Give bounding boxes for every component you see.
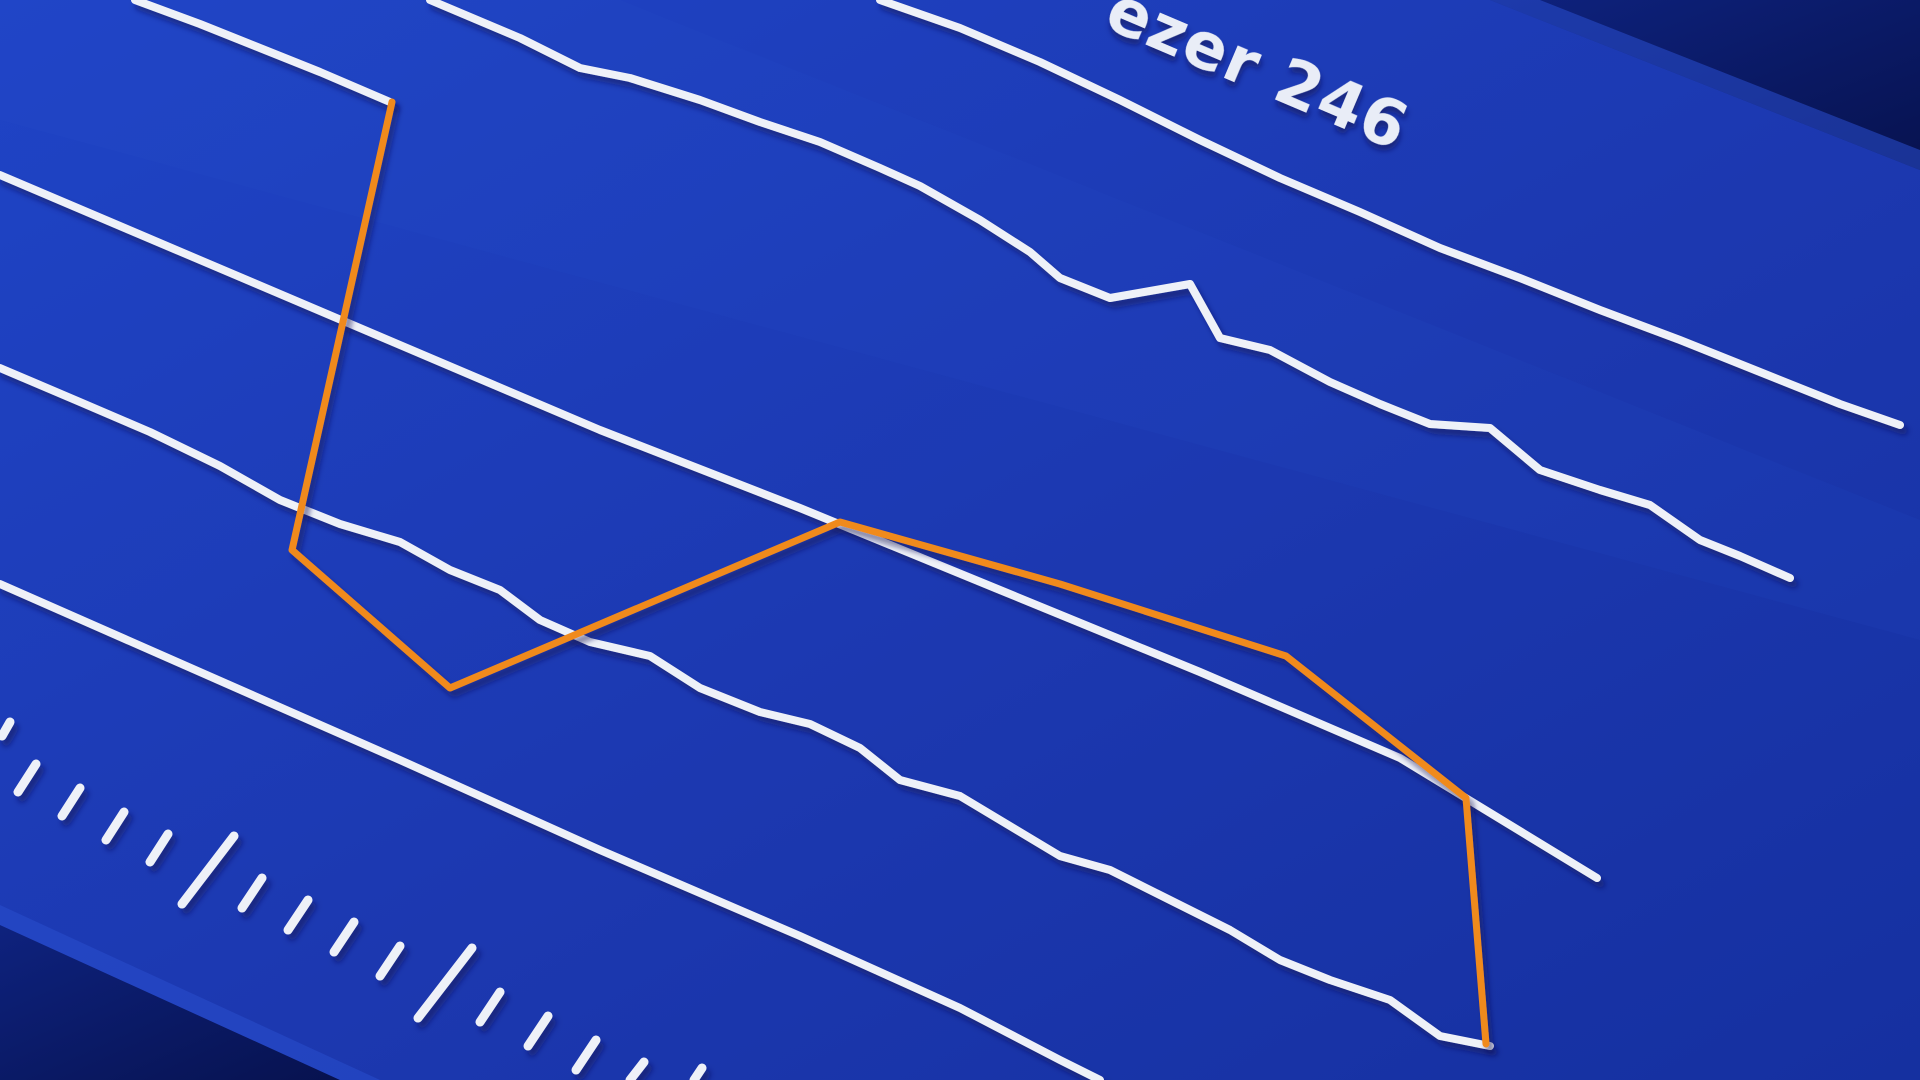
- white-line-6: [0, 580, 1104, 1080]
- axis-tick: [689, 1063, 707, 1080]
- panel-bevel-bottom-left: [0, 905, 380, 1080]
- axis-tick: [571, 1035, 601, 1075]
- orange-line: [288, 98, 1490, 1048]
- axis-ticks: [0, 717, 707, 1080]
- panel-highlight: [0, 0, 1920, 640]
- panel-bevel-top-right: [1490, 0, 1920, 170]
- axis-tick: [57, 783, 85, 821]
- axis-tick: [0, 717, 15, 741]
- white-line-2: [426, 0, 1794, 582]
- axis-tick: [145, 829, 173, 867]
- axis-tick: [101, 807, 129, 845]
- axis-tick: [13, 759, 41, 797]
- axis-tick: [475, 987, 505, 1027]
- white-line-3: [131, 0, 394, 106]
- axis-tick: [283, 895, 313, 935]
- white-line-5: [0, 364, 1494, 1050]
- white-line-1: [876, 0, 1904, 429]
- axis-tick: [375, 941, 405, 981]
- axis-tick: [523, 1011, 553, 1051]
- axis-tick: [625, 1057, 649, 1080]
- white-line-4: [0, 171, 1601, 882]
- axis-tick-major: [177, 831, 239, 909]
- axis-tick-major: [413, 943, 477, 1023]
- axis-tick: [237, 873, 267, 913]
- axis-tick: [329, 917, 359, 957]
